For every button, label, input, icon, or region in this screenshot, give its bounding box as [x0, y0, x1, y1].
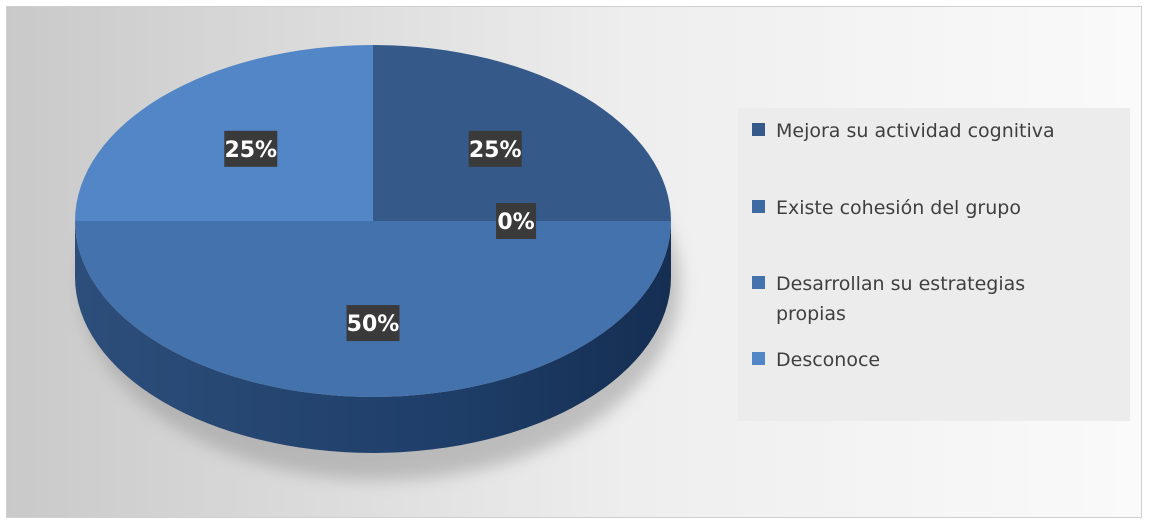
legend-swatch [752, 123, 765, 136]
legend-item-3: Desconoce [752, 349, 880, 371]
data-label-text: 25% [469, 138, 522, 163]
legend-label: Desarrollan su estrategias [776, 273, 1025, 295]
chart-frame [6, 6, 1142, 518]
data-label-text: 50% [347, 312, 400, 337]
legend-item-1: Existe cohesión del grupo [752, 197, 1021, 219]
data-labels: 25% 0% 50% 25% [224, 130, 537, 342]
legend-label: propias [776, 303, 846, 325]
legend-box [738, 108, 1130, 421]
legend: Mejora su actividad cognitiva Existe cohe… [752, 120, 1055, 371]
pie-top [75, 45, 671, 397]
legend-swatch [752, 200, 765, 213]
legend-label: Existe cohesión del grupo [776, 197, 1021, 219]
legend-item-0: Mejora su actividad cognitiva [752, 120, 1055, 142]
data-label-3: 25% [224, 130, 278, 167]
legend-label: Mejora su actividad cognitiva [776, 120, 1055, 142]
data-label-2: 50% [346, 305, 400, 342]
legend-swatch [752, 352, 765, 365]
pie-slice-3 [75, 45, 373, 221]
pie-slice-0 [373, 45, 671, 221]
legend-swatch [752, 276, 765, 289]
pie-side-wall [75, 221, 671, 453]
pie-side [75, 221, 671, 453]
data-label-0: 25% [468, 130, 522, 167]
legend-item-2: Desarrollan su estrategias propias [752, 273, 1025, 325]
data-label-text: 0% [497, 210, 534, 235]
legend-label: Desconoce [776, 349, 880, 371]
data-label-text: 25% [224, 138, 277, 163]
data-label-1: 0% [496, 203, 537, 239]
